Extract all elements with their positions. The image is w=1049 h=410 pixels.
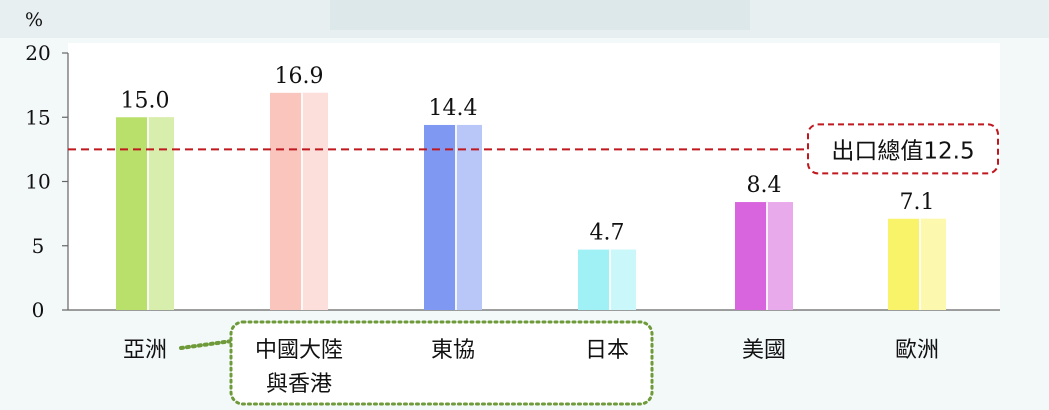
y-tick-label: 5 [32,234,45,258]
callout-connector [179,339,234,350]
bar-divider [609,249,611,310]
y-tick-label: 0 [32,298,45,322]
category-label: 美國 [742,338,786,363]
bar-highlight [611,249,636,310]
bar-divider [147,117,149,310]
reference-line-label: 出口總值12.5 [831,138,974,164]
bar [888,218,946,310]
category-callout-box [229,320,654,406]
bar [735,202,793,310]
bar [424,124,482,311]
category-label: 日本 [585,338,629,363]
bar-highlight [768,202,793,310]
bar-highlight [149,117,174,310]
value-label: 15.0 [121,88,170,113]
category-label: 歐洲 [895,338,939,363]
bar-highlight [303,92,328,311]
bar-divider [766,202,768,310]
bar-divider [919,218,921,310]
category-label: 東協 [431,338,475,363]
value-label: 4.7 [590,221,625,246]
bar-divider [301,92,303,311]
plot-area [68,43,1000,310]
category-label: 與香港 [266,372,332,397]
value-label: 14.4 [429,96,478,121]
value-label: 7.1 [900,190,935,215]
y-unit-label: % [25,9,43,31]
value-label: 8.4 [747,173,782,198]
category-label: 中國大陸 [255,338,343,363]
y-tick-label: 15 [25,105,50,129]
y-tick-label: 20 [25,41,50,65]
bar-divider [455,124,457,311]
y-tick-label: 10 [25,170,50,194]
value-label: 16.9 [275,64,324,89]
bar-highlight [921,218,946,310]
bar [270,92,328,311]
bar [578,249,636,310]
category-label: 亞洲 [123,338,167,363]
reference-callout-box [807,123,999,175]
bar-highlight [457,124,482,311]
header-band-shade [330,0,750,30]
